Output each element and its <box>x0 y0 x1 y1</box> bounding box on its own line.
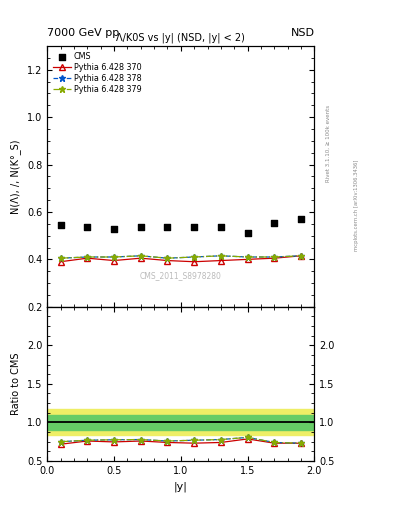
Pythia 6.428 370 <box>165 258 170 264</box>
Legend: CMS, Pythia 6.428 370, Pythia 6.428 378, Pythia 6.428 379: CMS, Pythia 6.428 370, Pythia 6.428 378,… <box>51 50 143 95</box>
Line: Pythia 6.428 378: Pythia 6.428 378 <box>57 252 305 262</box>
Pythia 6.428 370 <box>112 258 116 264</box>
Pythia 6.428 379 <box>299 253 303 259</box>
Pythia 6.428 378 <box>165 255 170 261</box>
CMS <box>164 223 171 231</box>
Pythia 6.428 379 <box>58 255 63 261</box>
Pythia 6.428 370 <box>219 258 223 264</box>
X-axis label: |y|: |y| <box>174 481 188 492</box>
CMS <box>271 219 277 227</box>
CMS <box>298 215 304 223</box>
Pythia 6.428 378 <box>58 255 63 261</box>
CMS <box>84 223 90 231</box>
Bar <box>47 409 314 435</box>
Text: Rivet 3.1.10, ≥ 100k events: Rivet 3.1.10, ≥ 100k events <box>326 105 331 182</box>
CMS <box>111 224 117 232</box>
CMS <box>244 229 251 238</box>
Pythia 6.428 379 <box>85 254 90 260</box>
Line: Pythia 6.428 379: Pythia 6.428 379 <box>57 252 305 262</box>
Pythia 6.428 370 <box>245 257 250 263</box>
Pythia 6.428 378 <box>85 254 90 260</box>
Pythia 6.428 378 <box>138 253 143 259</box>
Pythia 6.428 370 <box>138 255 143 261</box>
Pythia 6.428 370 <box>192 259 196 265</box>
Title: Λ/K0S vs |y| (NSD, |y| < 2): Λ/K0S vs |y| (NSD, |y| < 2) <box>116 33 245 43</box>
Pythia 6.428 379 <box>112 254 116 260</box>
Pythia 6.428 379 <box>245 254 250 260</box>
Pythia 6.428 379 <box>272 254 277 260</box>
Text: CMS_2011_S8978280: CMS_2011_S8978280 <box>140 271 222 280</box>
Bar <box>47 415 314 430</box>
Pythia 6.428 378 <box>192 254 196 260</box>
Pythia 6.428 370 <box>299 253 303 259</box>
Pythia 6.428 370 <box>58 259 63 265</box>
Pythia 6.428 378 <box>299 253 303 259</box>
Pythia 6.428 379 <box>192 254 196 260</box>
Pythia 6.428 378 <box>245 254 250 260</box>
Y-axis label: N(Λ), /, N(K°_S): N(Λ), /, N(K°_S) <box>11 139 21 214</box>
Text: 7000 GeV pp: 7000 GeV pp <box>47 28 119 38</box>
CMS <box>218 223 224 231</box>
CMS <box>191 223 197 231</box>
Pythia 6.428 379 <box>138 253 143 259</box>
Pythia 6.428 379 <box>219 253 223 259</box>
Pythia 6.428 379 <box>165 255 170 261</box>
Text: NSD: NSD <box>290 28 314 38</box>
Pythia 6.428 378 <box>272 254 277 260</box>
Text: mcplots.cern.ch [arXiv:1306.3436]: mcplots.cern.ch [arXiv:1306.3436] <box>354 159 359 250</box>
Pythia 6.428 370 <box>85 255 90 261</box>
Line: Pythia 6.428 370: Pythia 6.428 370 <box>58 253 304 265</box>
Y-axis label: Ratio to CMS: Ratio to CMS <box>11 353 21 415</box>
CMS <box>138 223 144 231</box>
Pythia 6.428 378 <box>219 253 223 259</box>
Pythia 6.428 370 <box>272 255 277 261</box>
Pythia 6.428 378 <box>112 254 116 260</box>
CMS <box>57 221 64 229</box>
